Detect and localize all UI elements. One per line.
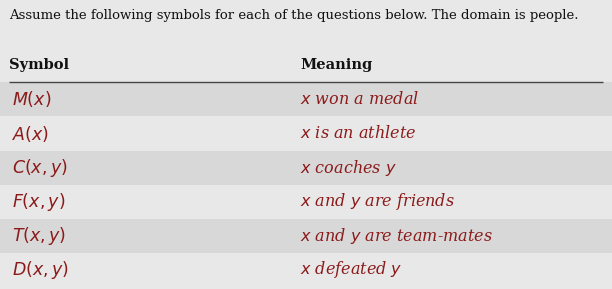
Bar bbox=[0, 253, 612, 287]
Bar bbox=[0, 185, 612, 219]
Bar bbox=[0, 151, 612, 185]
Text: $F(x, y)$: $F(x, y)$ bbox=[12, 191, 65, 213]
Text: $x$ won a medal: $x$ won a medal bbox=[300, 91, 419, 108]
Text: $x$ is an athlete: $x$ is an athlete bbox=[300, 125, 416, 142]
Text: $C(x, y)$: $C(x, y)$ bbox=[12, 157, 68, 179]
Text: $T(x, y)$: $T(x, y)$ bbox=[12, 225, 66, 247]
Bar bbox=[0, 82, 612, 116]
Bar bbox=[0, 219, 612, 253]
Text: $D(x, y)$: $D(x, y)$ bbox=[12, 259, 69, 281]
Text: $x$ and $y$ are team-mates: $x$ and $y$ are team-mates bbox=[300, 226, 493, 246]
Text: Assume the following symbols for each of the questions below. The domain is peop: Assume the following symbols for each of… bbox=[9, 9, 579, 22]
Text: $x$ defeated $y$: $x$ defeated $y$ bbox=[300, 260, 402, 280]
Text: $x$ and $y$ are friends: $x$ and $y$ are friends bbox=[300, 191, 455, 212]
Text: $x$ coaches $y$: $x$ coaches $y$ bbox=[300, 158, 397, 178]
Bar bbox=[0, 116, 612, 151]
Text: Symbol: Symbol bbox=[9, 58, 69, 72]
Text: Meaning: Meaning bbox=[300, 58, 372, 72]
Text: $A(x)$: $A(x)$ bbox=[12, 123, 50, 144]
Text: $M(x)$: $M(x)$ bbox=[12, 89, 51, 110]
